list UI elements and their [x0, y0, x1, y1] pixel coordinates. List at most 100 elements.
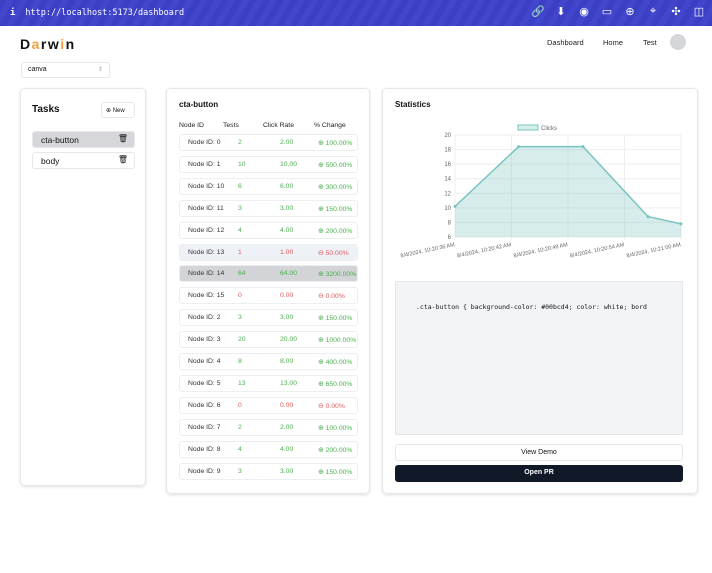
tests-value: 2 — [238, 139, 242, 146]
node-id: Node ID: 1 — [188, 160, 221, 168]
plus-circle-icon: ⊕ — [318, 161, 324, 169]
data-point — [679, 222, 683, 226]
column-header: Tests — [223, 122, 239, 129]
tests-value: 13 — [238, 379, 246, 387]
change-value: ⊕ 100.00% — [318, 140, 353, 147]
new-task-button[interactable]: ⊕ New — [101, 102, 135, 118]
y-tick-label: 10 — [444, 206, 451, 212]
node-id: Node ID: 2 — [188, 314, 221, 322]
click-rate-value: 10.00 — [280, 160, 298, 168]
plus-circle-icon: ⊕ — [318, 271, 324, 279]
url-bar[interactable]: http://localhost:5173/dashboard — [25, 8, 185, 18]
node-id: Node ID: 4 — [188, 358, 221, 365]
nav-dashboard[interactable]: Dashboard — [547, 38, 584, 47]
plus-circle-icon: ⊕ — [318, 337, 324, 345]
change-value: ⊖ 0.00% — [318, 402, 345, 410]
node-id: Node ID: 13 — [188, 248, 225, 256]
nodes-title: cta-button — [179, 100, 219, 109]
avatar[interactable] — [670, 34, 686, 50]
info-icon[interactable]: i — [10, 8, 16, 18]
y-tick-label: 20 — [444, 133, 451, 139]
logo: Darwin — [20, 36, 76, 52]
extension-icon[interactable]: ✣ — [671, 6, 681, 18]
plus-circle-icon: ⊕ — [318, 446, 324, 454]
crosshair-icon[interactable]: ⌖ — [649, 5, 657, 17]
table-row[interactable]: Node ID: 3 20 20.00 ⊕ 1000.00% — [179, 331, 358, 349]
click-rate-value: 20.00 — [280, 336, 298, 344]
change-value: ⊕ 3200.00% — [318, 271, 357, 279]
nav-test[interactable]: Test — [643, 38, 657, 47]
download-icon[interactable]: ⬇ — [556, 6, 566, 18]
click-rate-value: 64.00 — [280, 270, 298, 278]
table-row[interactable]: Node ID: 2 3 3.00 ⊕ 150.00% — [179, 309, 358, 327]
css-code-block: .cta-button { background-color: #00bcd4;… — [395, 281, 683, 435]
plus-circle-icon: ⊕ — [318, 380, 324, 388]
tests-value: 64 — [238, 270, 246, 278]
globe-icon[interactable]: ⊕ — [625, 6, 635, 18]
table-row[interactable]: Node ID: 13 1 1.00 ⊖ 50.00% — [179, 243, 358, 261]
x-tick-label: 8/4/2024, 10:20:42 AM — [457, 242, 513, 259]
tests-value: 3 — [238, 314, 242, 322]
node-id: Node ID: 3 — [188, 336, 221, 344]
table-row[interactable]: Node ID: 8 4 4.00 ⊕ 200.00% — [179, 440, 358, 458]
click-rate-value: 2.00 — [280, 423, 294, 431]
series-area — [455, 146, 681, 237]
change-value: ⊕ 200.00% — [318, 446, 353, 454]
y-tick-label: 12 — [444, 191, 451, 197]
task-item[interactable]: cta-button 🗑 — [32, 131, 135, 148]
x-tick-label: 8/4/2024, 10:20:36 AM — [400, 242, 456, 259]
table-row[interactable]: Node ID: 5 13 13.00 ⊕ 650.00% — [179, 374, 358, 392]
click-rate-value: 0.00 — [280, 292, 294, 300]
column-header: Node ID — [179, 122, 204, 129]
table-row[interactable]: Node ID: 14 64 64.00 ⊕ 3200.00% — [179, 265, 358, 283]
node-id: Node ID: 7 — [188, 423, 221, 431]
node-id: Node ID: 5 — [188, 379, 221, 387]
x-tick-label: 8/4/2024, 10:21:00 AM — [626, 242, 682, 259]
y-tick-label: 8 — [448, 220, 452, 226]
nav-home[interactable]: Home — [603, 38, 624, 47]
plus-circle-icon: ⊕ — [318, 227, 324, 235]
y-tick-label: 14 — [444, 177, 451, 183]
table-row[interactable]: Node ID: 7 2 2.00 ⊕ 100.00% — [179, 418, 358, 436]
terminal-icon[interactable]: ▭ — [601, 6, 613, 18]
y-tick-label: 16 — [444, 162, 451, 168]
table-row[interactable]: Node ID: 1 10 10.00 ⊕ 500.00% — [179, 155, 358, 173]
view-demo-button[interactable]: View Demo — [395, 444, 683, 461]
browser-bar: i http://localhost:5173/dashboard 🔗 ⬇ ◉ ▭ ⊕ ⌖… — [0, 0, 712, 26]
trash-icon[interactable]: 🗑 — [117, 155, 128, 164]
node-id: Node ID: 9 — [188, 467, 221, 475]
tests-value: 0 — [238, 292, 242, 300]
camera-icon[interactable]: ◉ — [579, 6, 589, 18]
data-point — [581, 145, 585, 149]
open-pr-button[interactable]: Open PR — [395, 465, 683, 482]
click-rate-value: 3.00 — [280, 204, 294, 212]
task-item[interactable]: body 🗑 — [32, 152, 135, 169]
project-select[interactable]: canva ⇕ — [21, 62, 110, 78]
table-row[interactable]: Node ID: 9 3 3.00 ⊕ 150.00% — [179, 462, 358, 480]
table-row[interactable]: Node ID: 6 0 0.00 ⊖ 0.00% — [179, 396, 358, 414]
plus-circle-icon: ⊕ — [318, 140, 324, 147]
table-row[interactable]: Node ID: 0 2 2.00 ⊕ 100.00% — [179, 134, 358, 151]
click-rate-value: 3.00 — [280, 467, 294, 475]
column-header: Click Rate — [263, 122, 294, 129]
node-id: Node ID: 15 — [188, 292, 225, 300]
table-row[interactable]: Node ID: 15 0 0.00 ⊖ 0.00% — [179, 287, 358, 305]
table-row[interactable]: Node ID: 4 8 8.00 ⊕ 400.00% — [179, 353, 358, 370]
minus-circle-icon: ⊖ — [318, 402, 324, 410]
legend-label: Clicks — [541, 126, 557, 132]
table-row[interactable]: Node ID: 11 3 3.00 ⊕ 150.00% — [179, 199, 358, 217]
legend-swatch — [517, 124, 539, 131]
link-icon[interactable]: 🔗 — [531, 6, 545, 18]
node-id: Node ID: 11 — [188, 204, 224, 212]
tests-value: 0 — [238, 401, 242, 409]
table-row[interactable]: Node ID: 10 6 6.00 ⊕ 300.00% — [179, 177, 358, 195]
data-point — [517, 145, 521, 149]
sidebar-icon[interactable]: ◫ — [693, 6, 705, 18]
click-rate-value: 8.00 — [280, 358, 294, 365]
trash-icon[interactable]: 🗑 — [117, 134, 128, 143]
statistics-panel: Statistics 6 8 10 12 14 16 18 20 8/4/2024, 10:20… — [382, 88, 698, 494]
data-point — [646, 215, 650, 219]
node-id: Node ID: 0 — [188, 139, 221, 146]
table-row[interactable]: Node ID: 12 4 4.00 ⊕ 200.00% — [179, 221, 358, 239]
